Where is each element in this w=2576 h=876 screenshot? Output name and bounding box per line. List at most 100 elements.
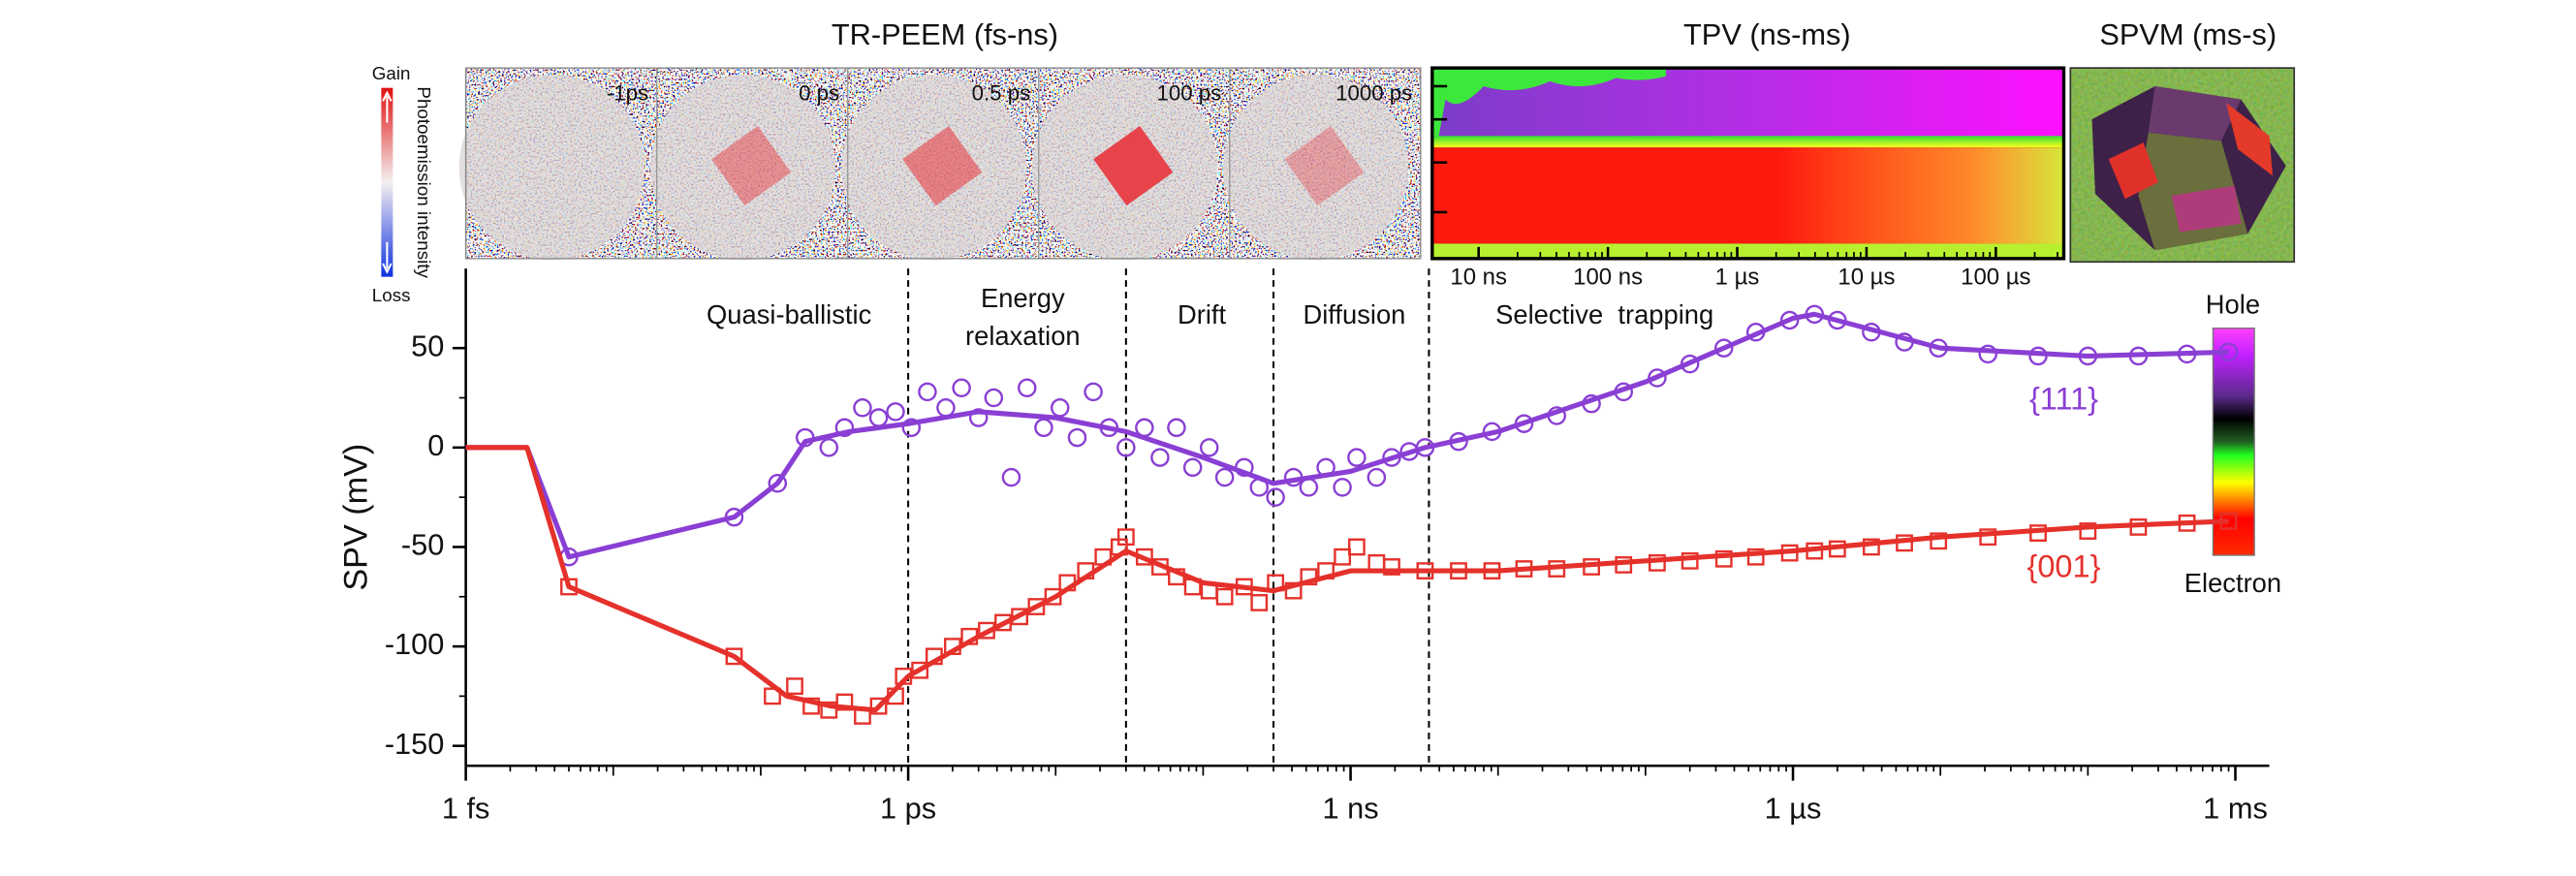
marker (1383, 558, 1400, 576)
region-label: Diffusion (1303, 299, 1405, 329)
marker (724, 507, 744, 527)
marker (1167, 418, 1186, 438)
marker (1018, 378, 1037, 398)
marker (1094, 548, 1113, 566)
marker (1050, 398, 1070, 418)
frame-label: 0.5 ps (972, 80, 1031, 105)
x-tick-label: 1 fs (442, 792, 490, 826)
y-tick-label: -100 (385, 627, 445, 661)
marker (1615, 556, 1633, 574)
peem-disk (649, 74, 836, 261)
y-tick-label: 0 (427, 428, 444, 462)
peem-disk (1222, 74, 1409, 261)
marker (560, 578, 578, 596)
inset-title: TPV (ns-ms) (1683, 17, 1851, 51)
marker (1215, 587, 1234, 606)
x-tick-label: 1 ps (880, 792, 936, 826)
region-label: Quasi-ballistic (707, 299, 871, 329)
marker (1150, 448, 1170, 467)
marker (1806, 542, 1824, 560)
marker (1250, 594, 1269, 611)
marker (834, 418, 855, 438)
marker (1680, 354, 1700, 374)
tpv-image (1431, 68, 2064, 259)
crystal-facet (2148, 85, 2242, 141)
marker (2128, 346, 2149, 366)
crystal-facet (2171, 185, 2242, 233)
marker (984, 388, 1004, 408)
marker (2078, 346, 2098, 366)
marker (1805, 304, 1825, 325)
marker (918, 382, 937, 402)
x-tick-label: 1 ns (1322, 792, 1378, 826)
marker (936, 398, 956, 418)
marker (1649, 553, 1666, 572)
marker (2177, 344, 2197, 364)
peem-spot (1093, 126, 1174, 206)
region-label: Energy (981, 283, 1065, 313)
marker (1779, 310, 1800, 330)
inset-title: SPVM (ms-s) (2099, 17, 2277, 51)
marker (1347, 448, 1367, 467)
marker (1317, 562, 1335, 579)
marker (1266, 487, 1285, 507)
spvm-frame (2069, 67, 2296, 264)
marker (1979, 528, 1997, 547)
marker (2079, 522, 2097, 540)
colorbar-gradient (381, 87, 393, 277)
crystal-facet (2226, 103, 2273, 176)
marker (895, 667, 913, 685)
y-axis-title: SPV (mV) (337, 444, 374, 591)
frame-label: 0 ps (799, 80, 839, 105)
marker (1283, 467, 1304, 487)
marker (1828, 310, 1847, 330)
marker (1367, 467, 1387, 487)
y-tick-label: 50 (411, 328, 444, 362)
marker (2178, 514, 2196, 532)
marker (1978, 344, 1997, 364)
x-tick-label: 1 µs (1765, 792, 1822, 826)
marker (2219, 512, 2238, 530)
plot-area: -150 -100 -50 0 50 1 fs 1 ps 1 ns 1 µs 1 ms Quasi-… (385, 268, 2270, 826)
marker (1415, 438, 1435, 457)
marker (1614, 382, 1633, 402)
marker (1067, 427, 1087, 448)
marker (2218, 342, 2239, 362)
marker (786, 677, 803, 696)
tpv-tick-label: 1 µs (1715, 265, 1760, 291)
y-tick-label: -50 (401, 528, 444, 562)
inset-title: TR-PEEM (fs-ns) (832, 17, 1058, 51)
marker (1034, 418, 1053, 438)
marker (1449, 431, 1468, 452)
marker (835, 693, 854, 711)
marker (1367, 553, 1386, 572)
fit-line (465, 311, 2229, 560)
marker (925, 647, 943, 666)
marker (978, 621, 995, 640)
colorbar (2212, 328, 2255, 556)
marker (1334, 548, 1352, 566)
marker (725, 647, 743, 666)
frame-label: 100 ps (1157, 80, 1222, 105)
marker (1333, 478, 1352, 497)
marker (1299, 478, 1319, 497)
marker (1151, 558, 1169, 576)
marker (901, 418, 922, 438)
marker (1214, 467, 1235, 487)
marker (1483, 562, 1501, 579)
marker (868, 408, 889, 427)
y-tick-label: -150 (385, 727, 445, 761)
marker (1135, 548, 1153, 566)
region-label: Selective trapping (1495, 299, 1713, 329)
marker (802, 697, 820, 715)
colorbar-label: Loss (372, 285, 411, 305)
tpv-patch (1431, 68, 1666, 137)
marker (1044, 587, 1062, 606)
marker (1235, 578, 1253, 596)
marker (1416, 562, 1434, 579)
crystal-facet (2108, 142, 2158, 200)
marker (1714, 549, 1733, 568)
peem-colorbar: Gain Loss Photoemission intensity (372, 63, 434, 305)
